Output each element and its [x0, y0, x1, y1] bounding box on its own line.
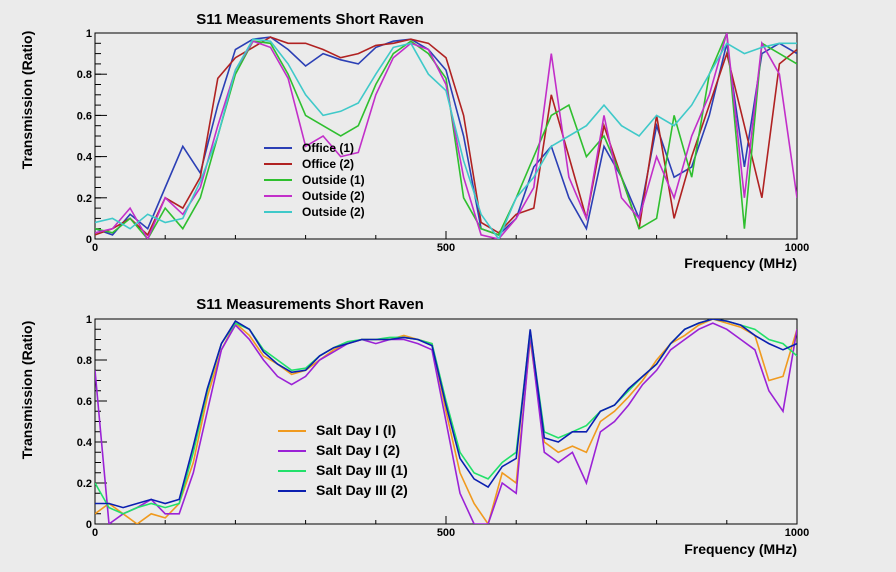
legend-label: Salt Day III (2) [316, 482, 408, 498]
y-tick-label: 0.8 [77, 355, 92, 367]
y-tick-label: 0.6 [77, 396, 92, 408]
legend-label: Outside (2) [302, 205, 365, 219]
x-tick-label: 0 [92, 527, 98, 539]
legend-label: Salt Day I (I) [316, 422, 396, 438]
x-tick-label: 500 [437, 242, 455, 254]
series-line-1 [95, 36, 797, 237]
chart-title: S11 Measurements Short Raven [196, 296, 424, 313]
y-axis-title: Transmission (Ratio) [19, 31, 35, 169]
series-line-0 [95, 36, 797, 236]
chart-title: S11 Measurements Short Raven [196, 11, 424, 28]
legend-label: Office (2) [302, 157, 354, 171]
x-tick-label: 1000 [785, 242, 809, 254]
y-tick-label: 0.4 [77, 437, 93, 449]
y-tick-label: 1 [86, 314, 92, 326]
y-tick-label: 1 [86, 28, 92, 40]
y-tick-label: 0.2 [77, 478, 92, 490]
series-line-3 [95, 319, 797, 509]
y-tick-label: 0.6 [77, 110, 92, 122]
series-line-0 [95, 319, 797, 524]
y-tick-label: 0.4 [77, 152, 93, 164]
series-line-2 [95, 33, 797, 239]
x-axis-title: Frequency (MHz) [684, 541, 797, 557]
x-axis-title: Frequency (MHz) [684, 255, 797, 271]
x-tick-label: 0 [92, 242, 98, 254]
x-tick-label: 500 [437, 527, 455, 539]
bottom-chart-panel: S11 Measurements Short Raven Frequency (M… [19, 296, 809, 557]
legend-label: Salt Day I (2) [316, 442, 400, 458]
series-line-3 [95, 33, 797, 239]
y-tick-label: 0.8 [77, 69, 92, 81]
y-tick-label: 0.2 [77, 193, 92, 205]
series-line-4 [95, 38, 797, 239]
y-tick-label: 0 [86, 234, 92, 246]
legend-label: Outside (2) [302, 189, 365, 203]
x-tick-label: 1000 [785, 527, 809, 539]
legend-label: Outside (1) [302, 173, 365, 187]
legend-label: Office (1) [302, 141, 354, 155]
top-chart-panel: S11 Measurements Short Raven Frequency (M… [19, 11, 809, 271]
legend-label: Salt Day III (1) [316, 462, 408, 478]
y-tick-label: 0 [86, 519, 92, 531]
y-axis-title: Transmission (Ratio) [19, 321, 35, 459]
series-line-1 [95, 322, 797, 524]
